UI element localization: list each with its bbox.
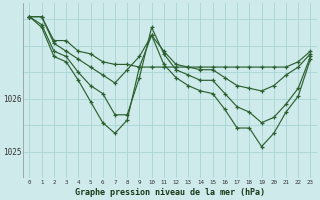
X-axis label: Graphe pression niveau de la mer (hPa): Graphe pression niveau de la mer (hPa) [75, 188, 265, 197]
